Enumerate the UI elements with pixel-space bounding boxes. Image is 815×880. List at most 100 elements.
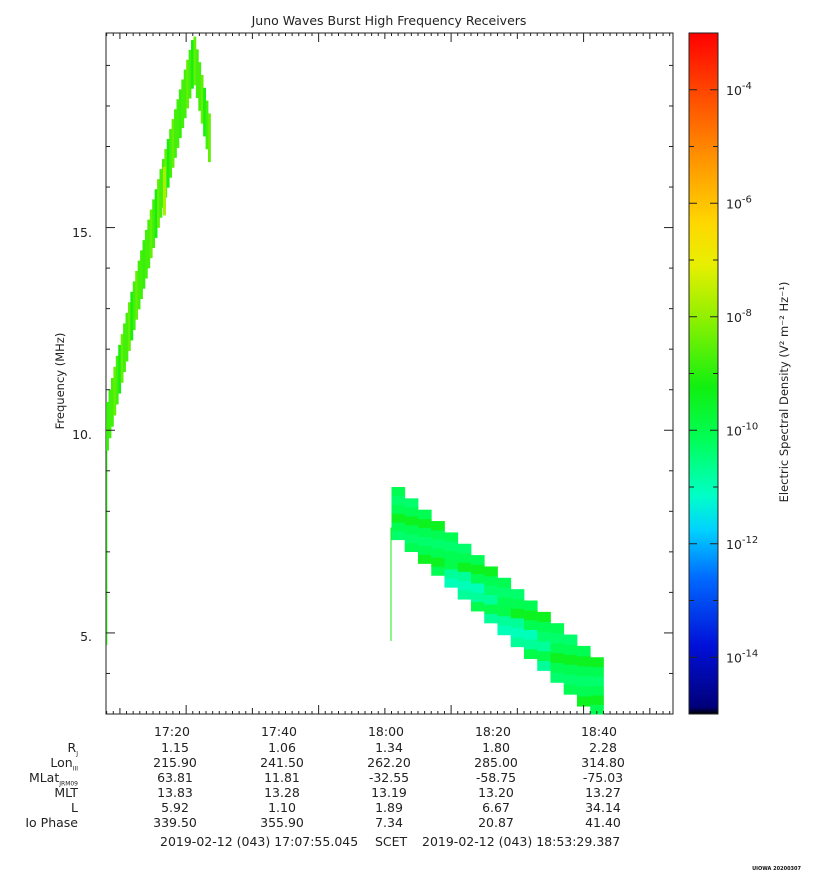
spectrogram-cell xyxy=(523,619,538,630)
spectrogram-cell xyxy=(576,645,591,657)
spectrogram-cell xyxy=(590,676,604,687)
x-tick-label: 18:20 xyxy=(474,724,512,739)
spectrogram-cell xyxy=(431,539,445,549)
x-tick-labels: 17:20 17:40 18:00 18:20 18:40 xyxy=(0,724,815,740)
spectrogram-cell xyxy=(470,592,485,603)
colorbar-ticks xyxy=(689,32,718,715)
spectrogram-cell xyxy=(444,578,459,588)
ephemeris-row-lon: LonIII 215.90 241.50 262.20 285.00 314.8… xyxy=(0,755,815,773)
spectrogram-cell xyxy=(205,100,209,150)
spectrogram-cell xyxy=(391,513,406,523)
spectrogram-cell xyxy=(391,530,406,541)
spectrogram-cell xyxy=(130,291,134,341)
spectrogram-cell xyxy=(147,219,151,269)
spectrogram-cell xyxy=(523,639,538,650)
spectrogram-cell xyxy=(154,189,158,238)
spectrogram-cell xyxy=(200,75,204,124)
spectrogram-cell xyxy=(157,179,160,228)
spectrogram-cell xyxy=(550,623,565,634)
spectrogram-cell xyxy=(484,594,498,605)
spectrogram-cell xyxy=(576,696,591,707)
x-tick-label: 17:40 xyxy=(260,724,298,739)
spectrogram-cell xyxy=(497,606,512,617)
spectrogram-cell xyxy=(457,580,472,591)
spectrogram-cell xyxy=(125,312,129,362)
spectrogram-cell xyxy=(457,589,472,600)
y-axis-label: Frequency (MHz) xyxy=(53,333,67,430)
ephemeris-label: MLatJRM09 xyxy=(28,770,78,788)
end-time: 2019-02-12 (043) 18:53:29.387 xyxy=(422,834,621,849)
chart-title: Juno Waves Burst High Frequency Receiver… xyxy=(251,13,527,28)
spectrogram-cell xyxy=(537,621,551,632)
spectrogram-cell xyxy=(484,613,498,624)
ephemeris-value: -75.03 xyxy=(582,770,624,785)
spectrogram-cell xyxy=(523,610,538,621)
spectrogram-cell xyxy=(510,608,525,619)
spectrogram-cell xyxy=(444,541,459,552)
spectrogram-cell xyxy=(431,548,445,558)
spectrogram-cell xyxy=(497,577,512,588)
spectrogram-cell xyxy=(115,355,119,405)
spectrogram-cell xyxy=(563,684,578,695)
scet-label: SCET xyxy=(375,834,408,849)
spectrogram-cell xyxy=(404,507,419,517)
start-time: 2019-02-12 (043) 17:07:55.045 xyxy=(160,834,359,849)
spectrogram-cell xyxy=(120,334,124,383)
ephemeris-value: 13.27 xyxy=(585,785,621,800)
y-tick-label: 15. xyxy=(72,225,92,240)
ephemeris-value: 1.06 xyxy=(268,740,296,755)
spectrogram-cell xyxy=(198,62,202,111)
spectrogram-cell xyxy=(470,555,485,565)
ephemeris-value: 20.87 xyxy=(478,815,514,830)
spectrogram-cell xyxy=(152,199,156,249)
colorbar-label: Electric Spectral Density (V² m⁻² Hz⁻¹) xyxy=(777,282,791,503)
spectrogram-cell xyxy=(171,119,175,168)
y-tick-label: 5. xyxy=(80,629,92,644)
ephemeris-value: 13.28 xyxy=(264,785,300,800)
y-tick-labels: 5. 10. 15. xyxy=(72,225,92,644)
spectrogram-cell xyxy=(457,552,472,563)
spectrogram-cell xyxy=(550,652,565,664)
spectrogram-cell xyxy=(195,49,199,99)
spectrogram-cell xyxy=(484,566,498,577)
spectrogram-cell xyxy=(404,542,419,552)
spectrogram-cell xyxy=(186,59,190,109)
spectrogram-cell xyxy=(127,302,131,351)
colorbar-tick-exponent: -8 xyxy=(742,308,752,319)
spectrogram-cell xyxy=(470,583,485,593)
spectrogram-cell xyxy=(444,550,459,561)
spectrogram-cell xyxy=(113,366,117,416)
ephemeris-value: 11.81 xyxy=(264,770,300,785)
spectrogram-cell xyxy=(550,672,565,683)
spectrogram-cell xyxy=(444,559,459,570)
ephemeris-value: 241.50 xyxy=(260,755,304,770)
spectrogram-cell xyxy=(576,676,591,687)
colorbar-tick-label: 10-6 xyxy=(726,194,752,211)
spectrogram-cell xyxy=(576,686,591,697)
spectrogram-cell xyxy=(510,598,525,609)
spectrogram-cell xyxy=(484,585,498,596)
spectrogram-cell xyxy=(537,631,551,642)
spectrogram-cell xyxy=(390,527,392,642)
spectrogram-cell xyxy=(417,509,432,520)
spectrogram-cell xyxy=(590,685,604,696)
spectrogram-cell xyxy=(497,625,512,636)
spectrogram-cell xyxy=(140,250,143,300)
ephemeris-value: 34.14 xyxy=(585,800,621,815)
ephemeris-value: 1.80 xyxy=(482,740,510,755)
spectrogram-cell xyxy=(417,545,432,555)
spectrogram-cell xyxy=(457,571,472,582)
spectrogram-cell xyxy=(523,629,538,640)
x-tick-label: 18:40 xyxy=(580,724,618,739)
spectrogram-cell xyxy=(431,521,445,531)
spectrogram-cell xyxy=(550,633,565,644)
ephemeris-value: 7.34 xyxy=(375,815,403,830)
spectrogram-cell xyxy=(563,644,578,655)
ephemeris-value: 1.89 xyxy=(375,800,403,815)
ephemeris-value: -32.55 xyxy=(368,770,410,785)
spectrogram-cell xyxy=(563,654,578,665)
spectrogram-cell xyxy=(537,660,551,671)
spectrogram-cell xyxy=(510,627,525,638)
spectrogram-cell xyxy=(497,615,512,626)
colorbar-tick-label: 10-8 xyxy=(726,308,752,325)
